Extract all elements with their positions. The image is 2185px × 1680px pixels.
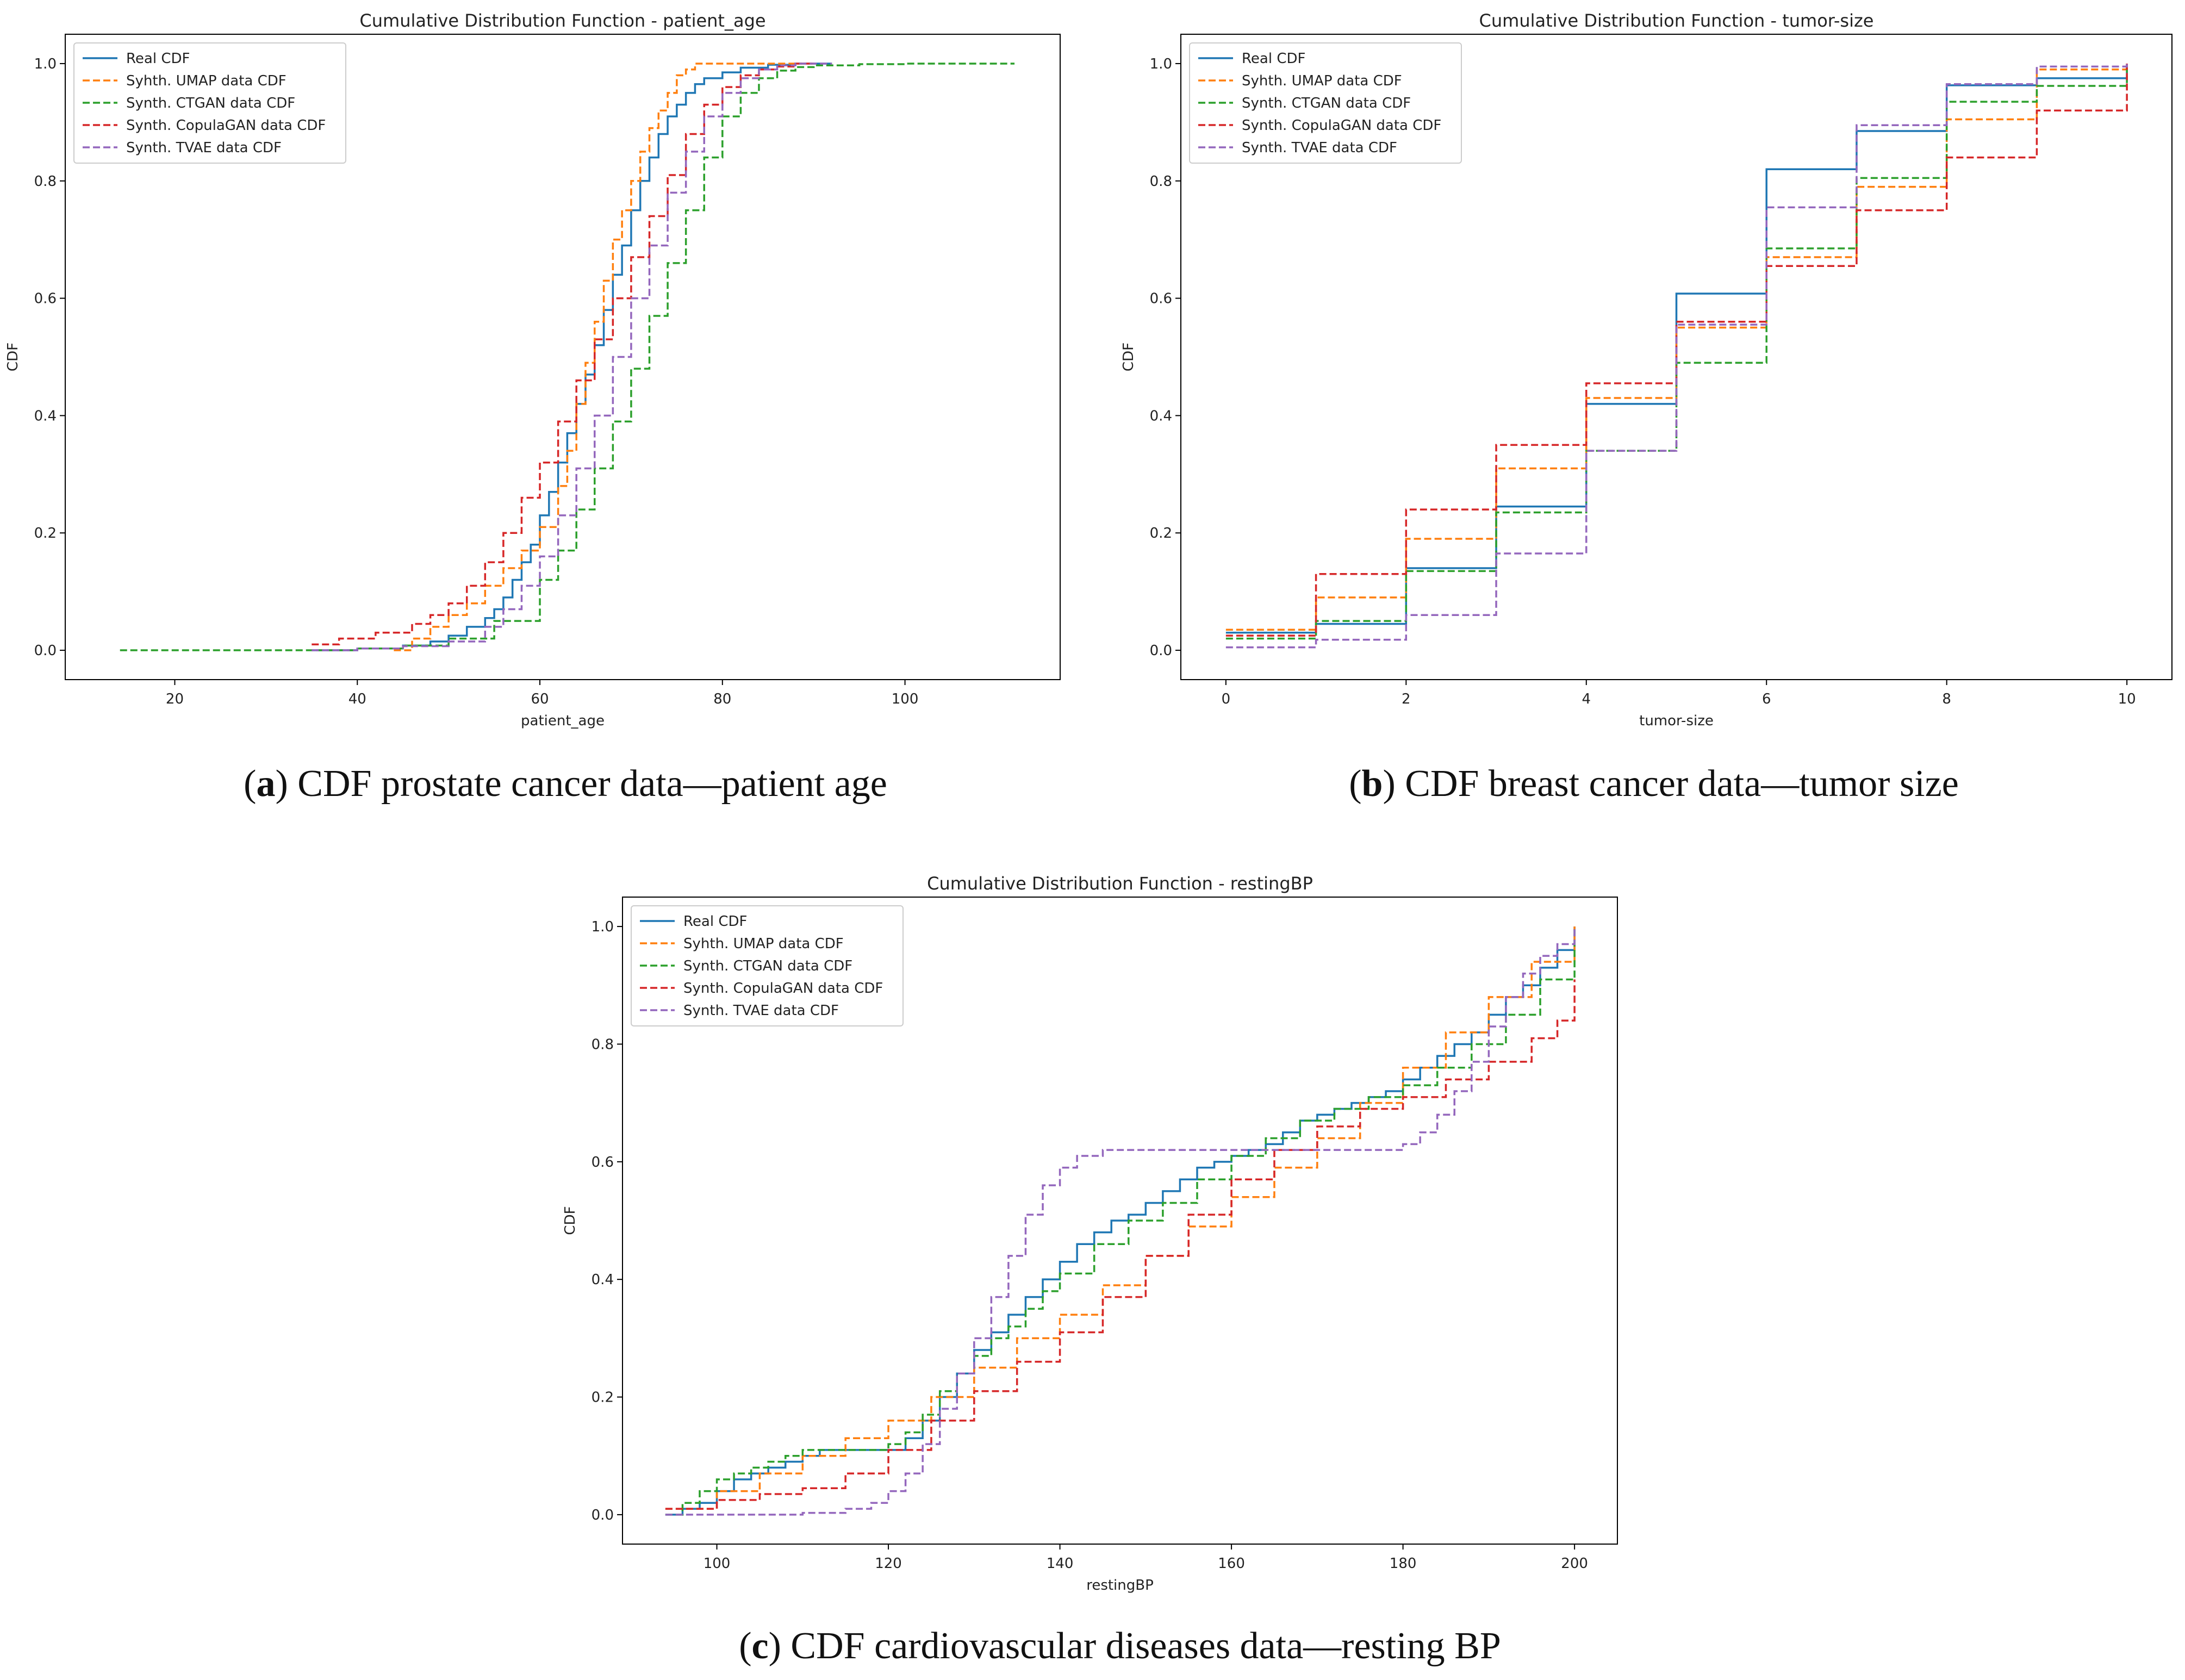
legend-box	[73, 42, 346, 164]
legend-label: Real CDF	[683, 913, 747, 930]
y-tick-label: 1.0	[1150, 56, 1172, 72]
x-tick-label: 20	[166, 691, 184, 707]
legend-label: Synth. TVAE data CDF	[126, 140, 282, 156]
series-line-synth-tvae-data-cdf	[312, 63, 832, 651]
x-tick-label: 8	[1942, 691, 1951, 707]
x-tick-label: 0	[1222, 691, 1231, 707]
y-tick-label: 1.0	[34, 56, 57, 72]
x-axis-label: tumor-size	[1639, 713, 1714, 729]
y-tick-label: 0.0	[34, 643, 57, 659]
y-tick-label: 0.4	[1150, 408, 1172, 424]
x-tick-label: 120	[875, 1555, 902, 1572]
legend-label: Real CDF	[126, 51, 190, 67]
plot-frame	[65, 34, 1061, 680]
y-tick-label: 0.0	[1150, 643, 1172, 659]
y-tick-label: 0.6	[34, 291, 57, 307]
chart-title: Cumulative Distribution Function - tumor…	[1479, 10, 1874, 31]
panel-1: Cumulative Distribution Function - patie…	[5, 10, 1061, 729]
y-tick-label: 0.8	[1150, 173, 1172, 190]
caption-3: (c) CDF cardiovascular diseases data—res…	[739, 1625, 1501, 1667]
x-tick-label: 200	[1561, 1555, 1588, 1572]
caption-2: (b) CDF breast cancer data—tumor size	[1349, 763, 1959, 805]
legend: Real CDF Syhth. UMAP data CDF Synth. CTGAN…	[73, 42, 346, 164]
x-tick-label: 180	[1390, 1555, 1417, 1572]
chart-title: Cumulative Distribution Function - resti…	[927, 873, 1313, 894]
y-tick-label: 0.8	[592, 1036, 614, 1053]
chart-title: Cumulative Distribution Function - patie…	[359, 10, 765, 31]
legend-box	[631, 905, 904, 1026]
legend-label: Synth. CopulaGAN data CDF	[683, 980, 883, 997]
legend-label: Syhth. UMAP data CDF	[1242, 73, 1402, 89]
legend: Real CDF Syhth. UMAP data CDF Synth. CTGAN…	[1189, 42, 1462, 164]
y-tick-label: 0.4	[34, 408, 57, 424]
caption-1: (a) CDF prostate cancer data—patient age	[244, 763, 887, 805]
series-line-real-cdf	[665, 926, 1576, 1516]
x-tick-label: 10	[2118, 691, 2136, 707]
x-axis-label: patient_age	[521, 713, 605, 729]
x-tick-label: 140	[1047, 1555, 1074, 1572]
legend-label: Synth. TVAE data CDF	[683, 1003, 839, 1019]
legend-label: Syhth. UMAP data CDF	[126, 73, 287, 89]
y-tick-label: 0.2	[1150, 525, 1172, 542]
y-tick-label: 1.0	[592, 919, 614, 935]
series-line-synth-copulagan-data-cdf	[312, 63, 814, 645]
legend-label: Synth. CTGAN data CDF	[683, 958, 852, 974]
legend: Real CDF Syhth. UMAP data CDF Synth. CTGAN…	[631, 905, 904, 1026]
x-tick-label: 100	[892, 691, 919, 707]
legend-label: Synth. CopulaGAN data CDF	[1242, 117, 1441, 134]
y-tick-label: 0.6	[592, 1154, 614, 1171]
legend-label: Synth. CopulaGAN data CDF	[126, 117, 326, 134]
y-tick-label: 0.8	[34, 173, 57, 190]
y-tick-label: 0.0	[592, 1507, 614, 1523]
panel-2: Cumulative Distribution Function - tumor…	[1120, 10, 2172, 729]
panel-3: Cumulative Distribution Function - resti…	[562, 873, 1618, 1594]
series-line-synth-tvae-data-cdf	[665, 926, 1576, 1516]
x-tick-label: 60	[531, 691, 549, 707]
x-tick-label: 2	[1402, 691, 1411, 707]
x-tick-label: 160	[1218, 1555, 1245, 1572]
x-tick-label: 6	[1762, 691, 1771, 707]
y-tick-label: 0.2	[34, 525, 57, 542]
legend-label: Syhth. UMAP data CDF	[683, 936, 844, 952]
x-axis-label: restingBP	[1086, 1577, 1154, 1594]
y-axis-label: CDF	[5, 343, 21, 371]
series-line-real-cdf	[312, 63, 832, 651]
y-tick-label: 0.4	[592, 1272, 614, 1288]
legend-box	[1189, 42, 1462, 164]
legend-label: Synth. CTGAN data CDF	[126, 95, 295, 111]
y-axis-label: CDF	[1120, 343, 1137, 371]
x-tick-label: 100	[704, 1555, 731, 1572]
x-tick-label: 4	[1582, 691, 1591, 707]
legend-label: Real CDF	[1242, 51, 1305, 67]
y-tick-label: 0.2	[592, 1390, 614, 1406]
series-line-synth-tvae-data-cdf	[1225, 63, 2128, 649]
series-line-synth-ctgan-data-cdf	[665, 926, 1576, 1516]
series-line-synth-ctgan-data-cdf	[120, 63, 1015, 651]
x-tick-label: 40	[348, 691, 366, 707]
plot-frame	[622, 897, 1618, 1545]
x-tick-label: 80	[713, 691, 731, 707]
series-line-syhth-umap-data-cdf	[394, 63, 814, 651]
y-tick-label: 0.6	[1150, 291, 1172, 307]
y-axis-label: CDF	[562, 1206, 578, 1235]
legend-label: Synth. TVAE data CDF	[1242, 140, 1397, 156]
plot-frame	[1180, 34, 2172, 680]
series-line-synth-copulagan-data-cdf	[1225, 63, 2128, 637]
legend-label: Synth. CTGAN data CDF	[1242, 95, 1411, 111]
